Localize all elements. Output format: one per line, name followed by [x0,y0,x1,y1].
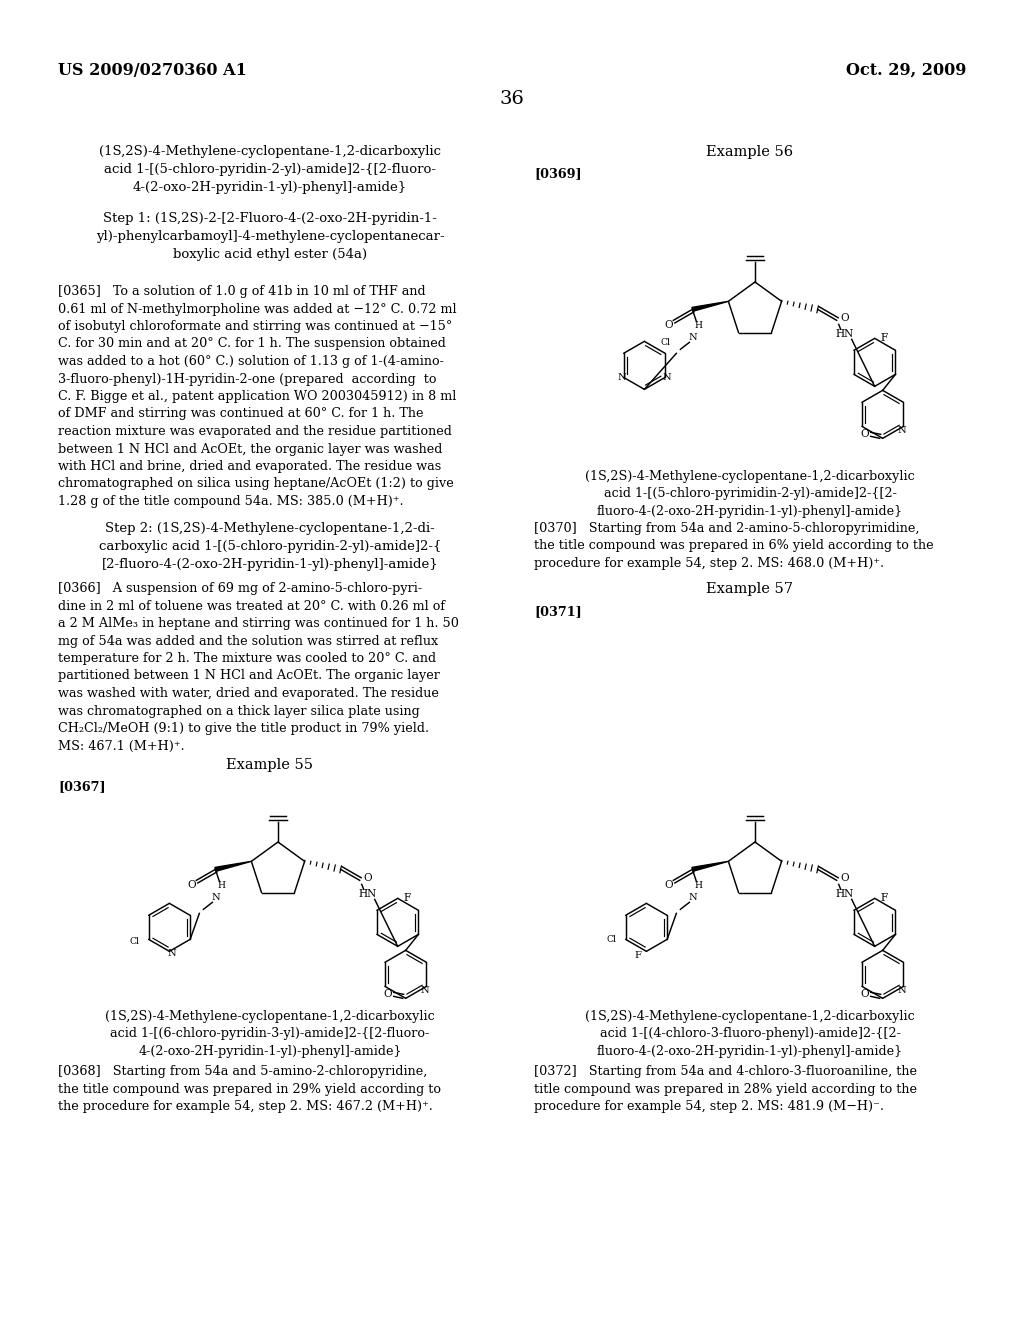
Text: N: N [167,949,176,958]
Text: (1S,2S)-4-Methylene-cyclopentane-1,2-dicarboxylic
acid 1-[(5-chloro-pyrimidin-2-: (1S,2S)-4-Methylene-cyclopentane-1,2-dic… [585,470,914,517]
Text: O: O [383,990,392,999]
Text: (1S,2S)-4-Methylene-cyclopentane-1,2-dicarboxylic
acid 1-[(6-chloro-pyridin-3-yl: (1S,2S)-4-Methylene-cyclopentane-1,2-dic… [105,1010,435,1059]
Text: H: H [217,880,225,890]
Text: US 2009/0270360 A1: US 2009/0270360 A1 [58,62,247,79]
Text: F: F [880,334,888,343]
Text: [0372]   Starting from 54a and 4-chloro-3-fluoroaniline, the
title compound was : [0372] Starting from 54a and 4-chloro-3-… [534,1065,918,1113]
Text: F: F [403,894,411,903]
Text: Cl: Cl [660,338,670,347]
Text: N: N [420,986,429,995]
Text: O: O [860,429,869,440]
Text: N: N [211,892,220,902]
Text: F: F [634,950,641,960]
Text: F: F [880,894,888,903]
Text: HN: HN [836,330,854,339]
Text: H: H [694,321,702,330]
Text: [0371]: [0371] [534,605,582,618]
Text: (1S,2S)-4-Methylene-cyclopentane-1,2-dicarboxylic
acid 1-[(4-chloro-3-fluoro-phe: (1S,2S)-4-Methylene-cyclopentane-1,2-dic… [585,1010,914,1059]
Text: Example 56: Example 56 [707,145,794,158]
Text: O: O [364,874,372,883]
Text: O: O [664,880,673,891]
Text: Example 57: Example 57 [707,582,794,597]
Text: Example 55: Example 55 [226,758,313,772]
Text: O: O [187,880,196,891]
Text: O: O [841,313,849,323]
Text: O: O [664,321,673,330]
Text: 36: 36 [500,90,524,108]
Text: O: O [841,874,849,883]
Text: HN: HN [358,890,377,899]
Text: Cl: Cl [606,935,616,944]
Text: (1S,2S)-4-Methylene-cyclopentane-1,2-dicarboxylic
acid 1-[(5-chloro-pyridin-2-yl: (1S,2S)-4-Methylene-cyclopentane-1,2-dic… [99,145,441,194]
Text: [0365]   To a solution of 1.0 g of 41b in 10 ml of THF and
0.61 ml of N-methylmo: [0365] To a solution of 1.0 g of 41b in … [58,285,457,508]
Text: [0367]: [0367] [58,780,105,793]
Text: Oct. 29, 2009: Oct. 29, 2009 [846,62,966,79]
Text: O: O [860,990,869,999]
Polygon shape [215,862,251,871]
Polygon shape [692,862,728,871]
Text: Step 2: (1S,2S)-4-Methylene-cyclopentane-1,2-di-
carboxylic acid 1-[(5-chloro-py: Step 2: (1S,2S)-4-Methylene-cyclopentane… [98,521,441,572]
Text: [0370]   Starting from 54a and 2-amino-5-chloropyrimidine,
the title compound wa: [0370] Starting from 54a and 2-amino-5-c… [534,521,934,570]
Text: N: N [688,333,696,342]
Text: Step 1: (1S,2S)-2-[2-Fluoro-4-(2-oxo-2H-pyridin-1-
yl)-phenylcarbamoyl]-4-methyl: Step 1: (1S,2S)-2-[2-Fluoro-4-(2-oxo-2H-… [95,213,444,261]
Text: N: N [663,372,672,381]
Text: N: N [688,892,696,902]
Text: [0368]   Starting from 54a and 5-amino-2-chloropyridine,
the title compound was : [0368] Starting from 54a and 5-amino-2-c… [58,1065,441,1113]
Text: H: H [694,880,702,890]
Text: [0369]: [0369] [534,168,582,180]
Text: N: N [897,986,906,995]
Text: Cl: Cl [130,937,139,946]
Polygon shape [692,301,728,312]
Text: N: N [897,426,906,434]
Text: N: N [617,372,626,381]
Text: [0366]   A suspension of 69 mg of 2-amino-5-chloro-pyri-
dine in 2 ml of toluene: [0366] A suspension of 69 mg of 2-amino-… [58,582,459,752]
Text: HN: HN [836,890,854,899]
